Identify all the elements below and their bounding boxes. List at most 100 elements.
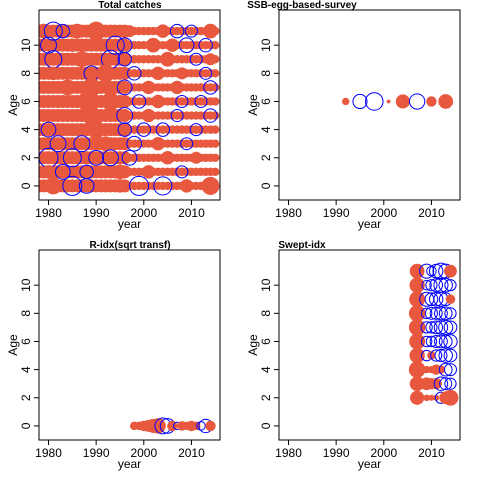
bubble-positive xyxy=(409,333,426,350)
y-tick-label: 2 xyxy=(19,394,33,401)
bubble-negative xyxy=(425,335,438,348)
bubble-positive xyxy=(165,38,180,52)
bubble-negative xyxy=(434,306,448,321)
bubble-positive xyxy=(203,23,218,39)
bubble-negative xyxy=(184,24,198,38)
bubble-negative xyxy=(116,79,133,96)
bubble-negative xyxy=(175,165,189,179)
bubble-negative xyxy=(49,135,67,153)
bubble-negative xyxy=(420,335,433,348)
bubble-positive xyxy=(98,136,114,152)
bubble-negative xyxy=(420,307,433,320)
x-tick-label: 2010 xyxy=(178,446,205,460)
plot-frame xyxy=(38,249,221,441)
bubble-positive xyxy=(211,111,220,120)
y-tick-label: 8 xyxy=(19,310,33,317)
bubble-positive xyxy=(409,277,425,293)
y-tick-label: 6 xyxy=(259,98,273,105)
bubble-negative xyxy=(189,52,203,66)
y-axis-title: Age xyxy=(6,94,20,116)
bubble-negative xyxy=(433,376,449,391)
bubble-positive xyxy=(442,389,459,406)
x-tick-label: 1990 xyxy=(323,446,350,460)
y-tick-label: 0 xyxy=(259,182,273,189)
y-tick-label: 2 xyxy=(19,154,33,161)
bubble-positive xyxy=(211,40,220,50)
bubble-negative xyxy=(178,37,195,54)
bubble-negative xyxy=(129,175,150,196)
y-tick-label: 10 xyxy=(19,278,33,292)
bubble-negative xyxy=(117,52,132,67)
y-tick-label: 0 xyxy=(19,422,33,429)
y-tick-label: 10 xyxy=(259,38,273,52)
y-tick-label: 10 xyxy=(259,278,273,292)
x-tick-label: 2010 xyxy=(178,206,205,220)
x-tick-label: 1980 xyxy=(275,206,302,220)
x-tick-label: 2000 xyxy=(370,206,397,220)
bubble-negative xyxy=(438,348,453,363)
y-tick-label: 4 xyxy=(259,366,273,373)
bubble-negative xyxy=(169,23,185,39)
plot-frame xyxy=(38,9,221,201)
bubble-positive xyxy=(156,24,170,38)
y-axis-title: Age xyxy=(246,94,260,116)
bubble-positive xyxy=(141,80,156,95)
bubble-positive xyxy=(151,66,165,81)
panel-1: 1980 1990 2000 2010 0 2 4 6 8 10 year Age Total catc… xyxy=(6,0,221,231)
bubble-negative xyxy=(73,135,91,153)
x-tick-label: 1980 xyxy=(35,206,62,220)
bubble-positive xyxy=(445,294,456,305)
bubble-positive xyxy=(96,64,115,83)
bubble-positive xyxy=(201,176,220,195)
bubble-positive xyxy=(175,67,188,80)
bubble-layer xyxy=(39,21,220,196)
bubble-positive xyxy=(423,394,430,402)
bubble-positive xyxy=(433,394,440,401)
bubble-positive xyxy=(408,319,426,336)
bubble-negative xyxy=(429,320,444,335)
bubble-positive xyxy=(444,264,457,278)
bubble-positive xyxy=(44,177,62,195)
panel-3: 1980 1990 2000 2010 0 2 4 6 8 10 year Age R-idx(sqrt… xyxy=(6,240,221,471)
bubble-negative xyxy=(198,37,213,53)
bubble-positive xyxy=(211,167,220,177)
bubble-positive xyxy=(113,179,127,193)
bubble-positive xyxy=(436,365,446,374)
bubble-positive xyxy=(409,376,425,392)
bubble-positive xyxy=(204,53,217,66)
bubble-negative xyxy=(438,319,454,335)
bubble-positive xyxy=(160,51,175,67)
bubble-negative xyxy=(153,176,173,196)
panel-2: 1980 1990 2000 2010 0 2 4 6 8 10 year Age SSB-egg-ba… xyxy=(246,0,461,231)
bubble-negative xyxy=(424,306,438,320)
x-axis-title: year xyxy=(358,217,381,231)
bubble-negative xyxy=(78,178,95,194)
bubble-negative xyxy=(116,107,134,125)
panel-4: 1980 1990 2000 2010 0 2 4 6 8 10 year Age Swept-idx xyxy=(246,240,461,471)
y-tick-label: 0 xyxy=(19,182,33,189)
y-tick-label: 8 xyxy=(259,70,273,77)
bubble-negative xyxy=(425,279,438,292)
bubble-positive xyxy=(170,80,184,95)
bubble-negative xyxy=(199,66,213,80)
bubble-positive xyxy=(211,125,220,134)
bubble-negative xyxy=(101,149,119,167)
panel-title: R-idx(sqrt transf) xyxy=(89,240,170,251)
bubble-positive xyxy=(386,99,391,104)
y-tick-label: 4 xyxy=(19,366,33,373)
bubble-negative xyxy=(433,277,449,293)
x-tick-label: 2010 xyxy=(418,206,445,220)
bubble-negative xyxy=(126,135,143,152)
bubble-positive xyxy=(426,96,437,107)
bubble-negative xyxy=(443,334,458,349)
bubble-negative xyxy=(438,362,453,377)
bubble-positive xyxy=(191,421,201,431)
bubble-negative xyxy=(429,306,443,320)
bubble-negative xyxy=(419,263,435,279)
panel-title: Total catches xyxy=(98,0,162,11)
y-tick-label: 6 xyxy=(19,98,33,105)
x-tick-label: 1980 xyxy=(35,446,62,460)
y-tick-label: 6 xyxy=(259,338,273,345)
bubble-negative xyxy=(443,348,458,363)
bubble-negative xyxy=(203,80,218,95)
